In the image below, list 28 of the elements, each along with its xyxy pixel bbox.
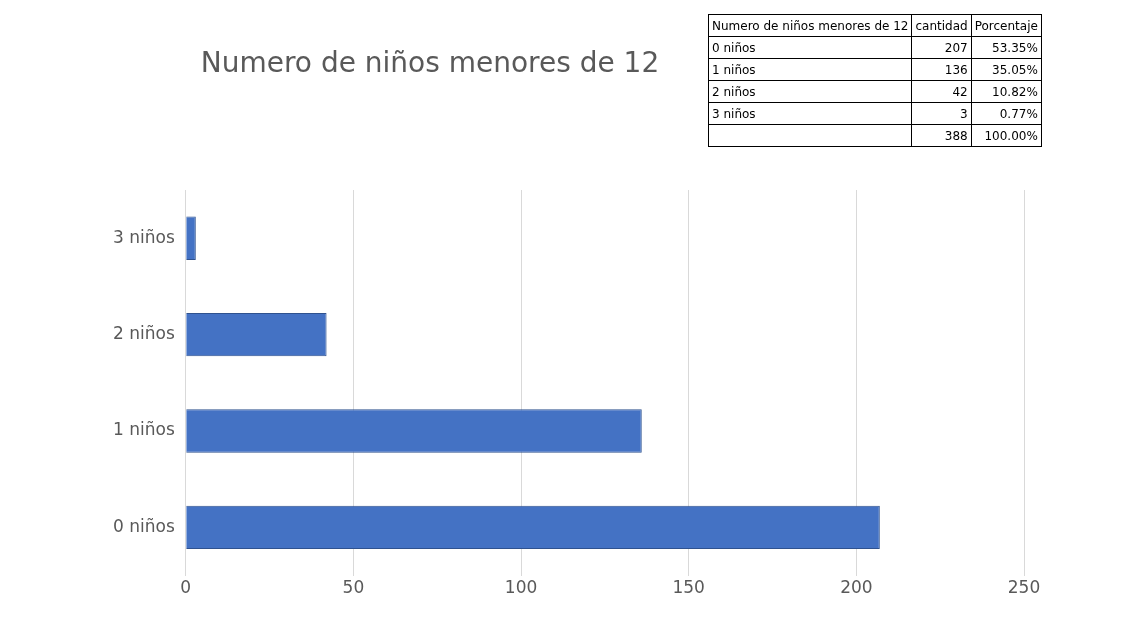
text: cantidad (911, 14, 972, 37)
text: 136 (911, 58, 972, 81)
y-tick-label: 1 niños (113, 419, 175, 440)
chart-title: Numero de niños menores de 12 (200, 46, 660, 79)
text: 207 (911, 36, 972, 59)
category-label: 3 niños (712, 106, 756, 121)
y-tick-label: 0 niños (113, 515, 175, 536)
category-label: 1 niños (712, 62, 756, 77)
x-tick-label: 0 (180, 577, 192, 598)
category-label: 2 niños (712, 84, 756, 99)
text: Numero de niños menores de 12 (708, 14, 912, 37)
y-tick-label: 2 niños (113, 323, 175, 344)
category-label: 0 niños (712, 40, 756, 55)
text: 388 (911, 124, 972, 147)
text: Porcentaje (971, 14, 1042, 37)
text: 100.00% (971, 124, 1042, 147)
x-tick-label: 50 (342, 577, 365, 598)
text: 53.35% (971, 36, 1042, 59)
x-tick-label: 150 (672, 577, 705, 598)
text: 3 (911, 102, 972, 125)
x-tick-label: 100 (504, 577, 538, 598)
text: 10.82% (971, 80, 1042, 103)
x-tick-label: 200 (840, 577, 873, 598)
text: 42 (911, 80, 972, 103)
x-tick-label: 250 (1007, 577, 1041, 598)
text: 0.77% (971, 102, 1042, 125)
y-tick-label: 3 niños (113, 226, 175, 247)
text: 35.05% (971, 58, 1042, 81)
